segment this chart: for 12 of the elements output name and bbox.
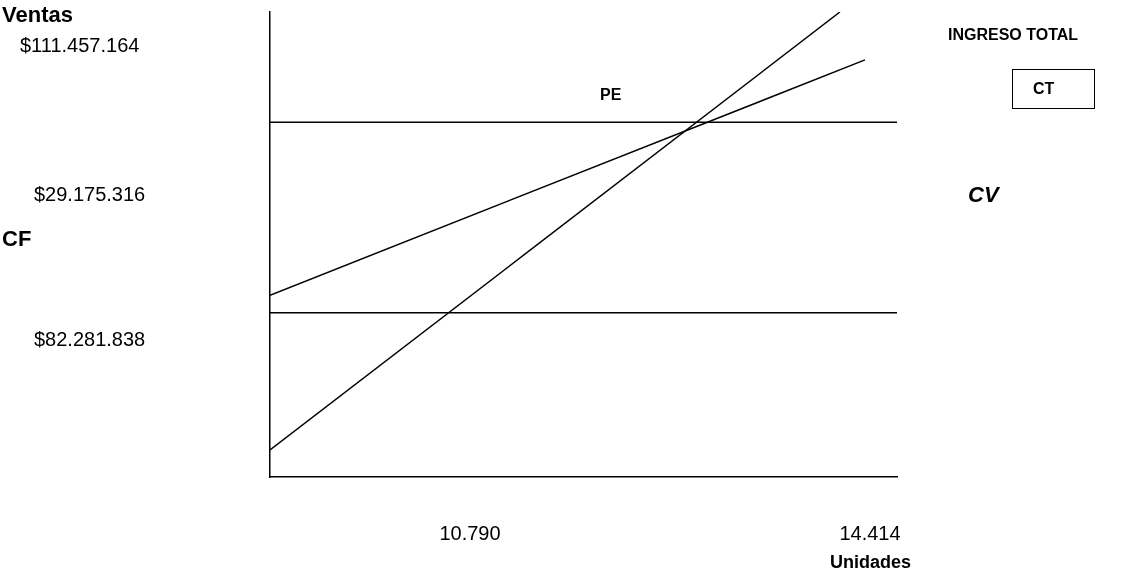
x-tick-label: 14.414 (839, 521, 901, 544)
text: CT (1012, 69, 1096, 109)
text: $29.175.316 (34, 183, 146, 206)
text: INGRESO TOTAL (948, 26, 1079, 44)
x-tick-label: 10.790 (439, 521, 501, 544)
x-axis-title: Unidades (830, 552, 912, 573)
annotation: PE (600, 86, 622, 104)
text: $111.457.164 (20, 34, 140, 57)
text: Ventas (2, 2, 73, 28)
text: CF (2, 226, 32, 252)
text: $82.281.838 (34, 328, 146, 351)
text: CV (968, 182, 999, 208)
